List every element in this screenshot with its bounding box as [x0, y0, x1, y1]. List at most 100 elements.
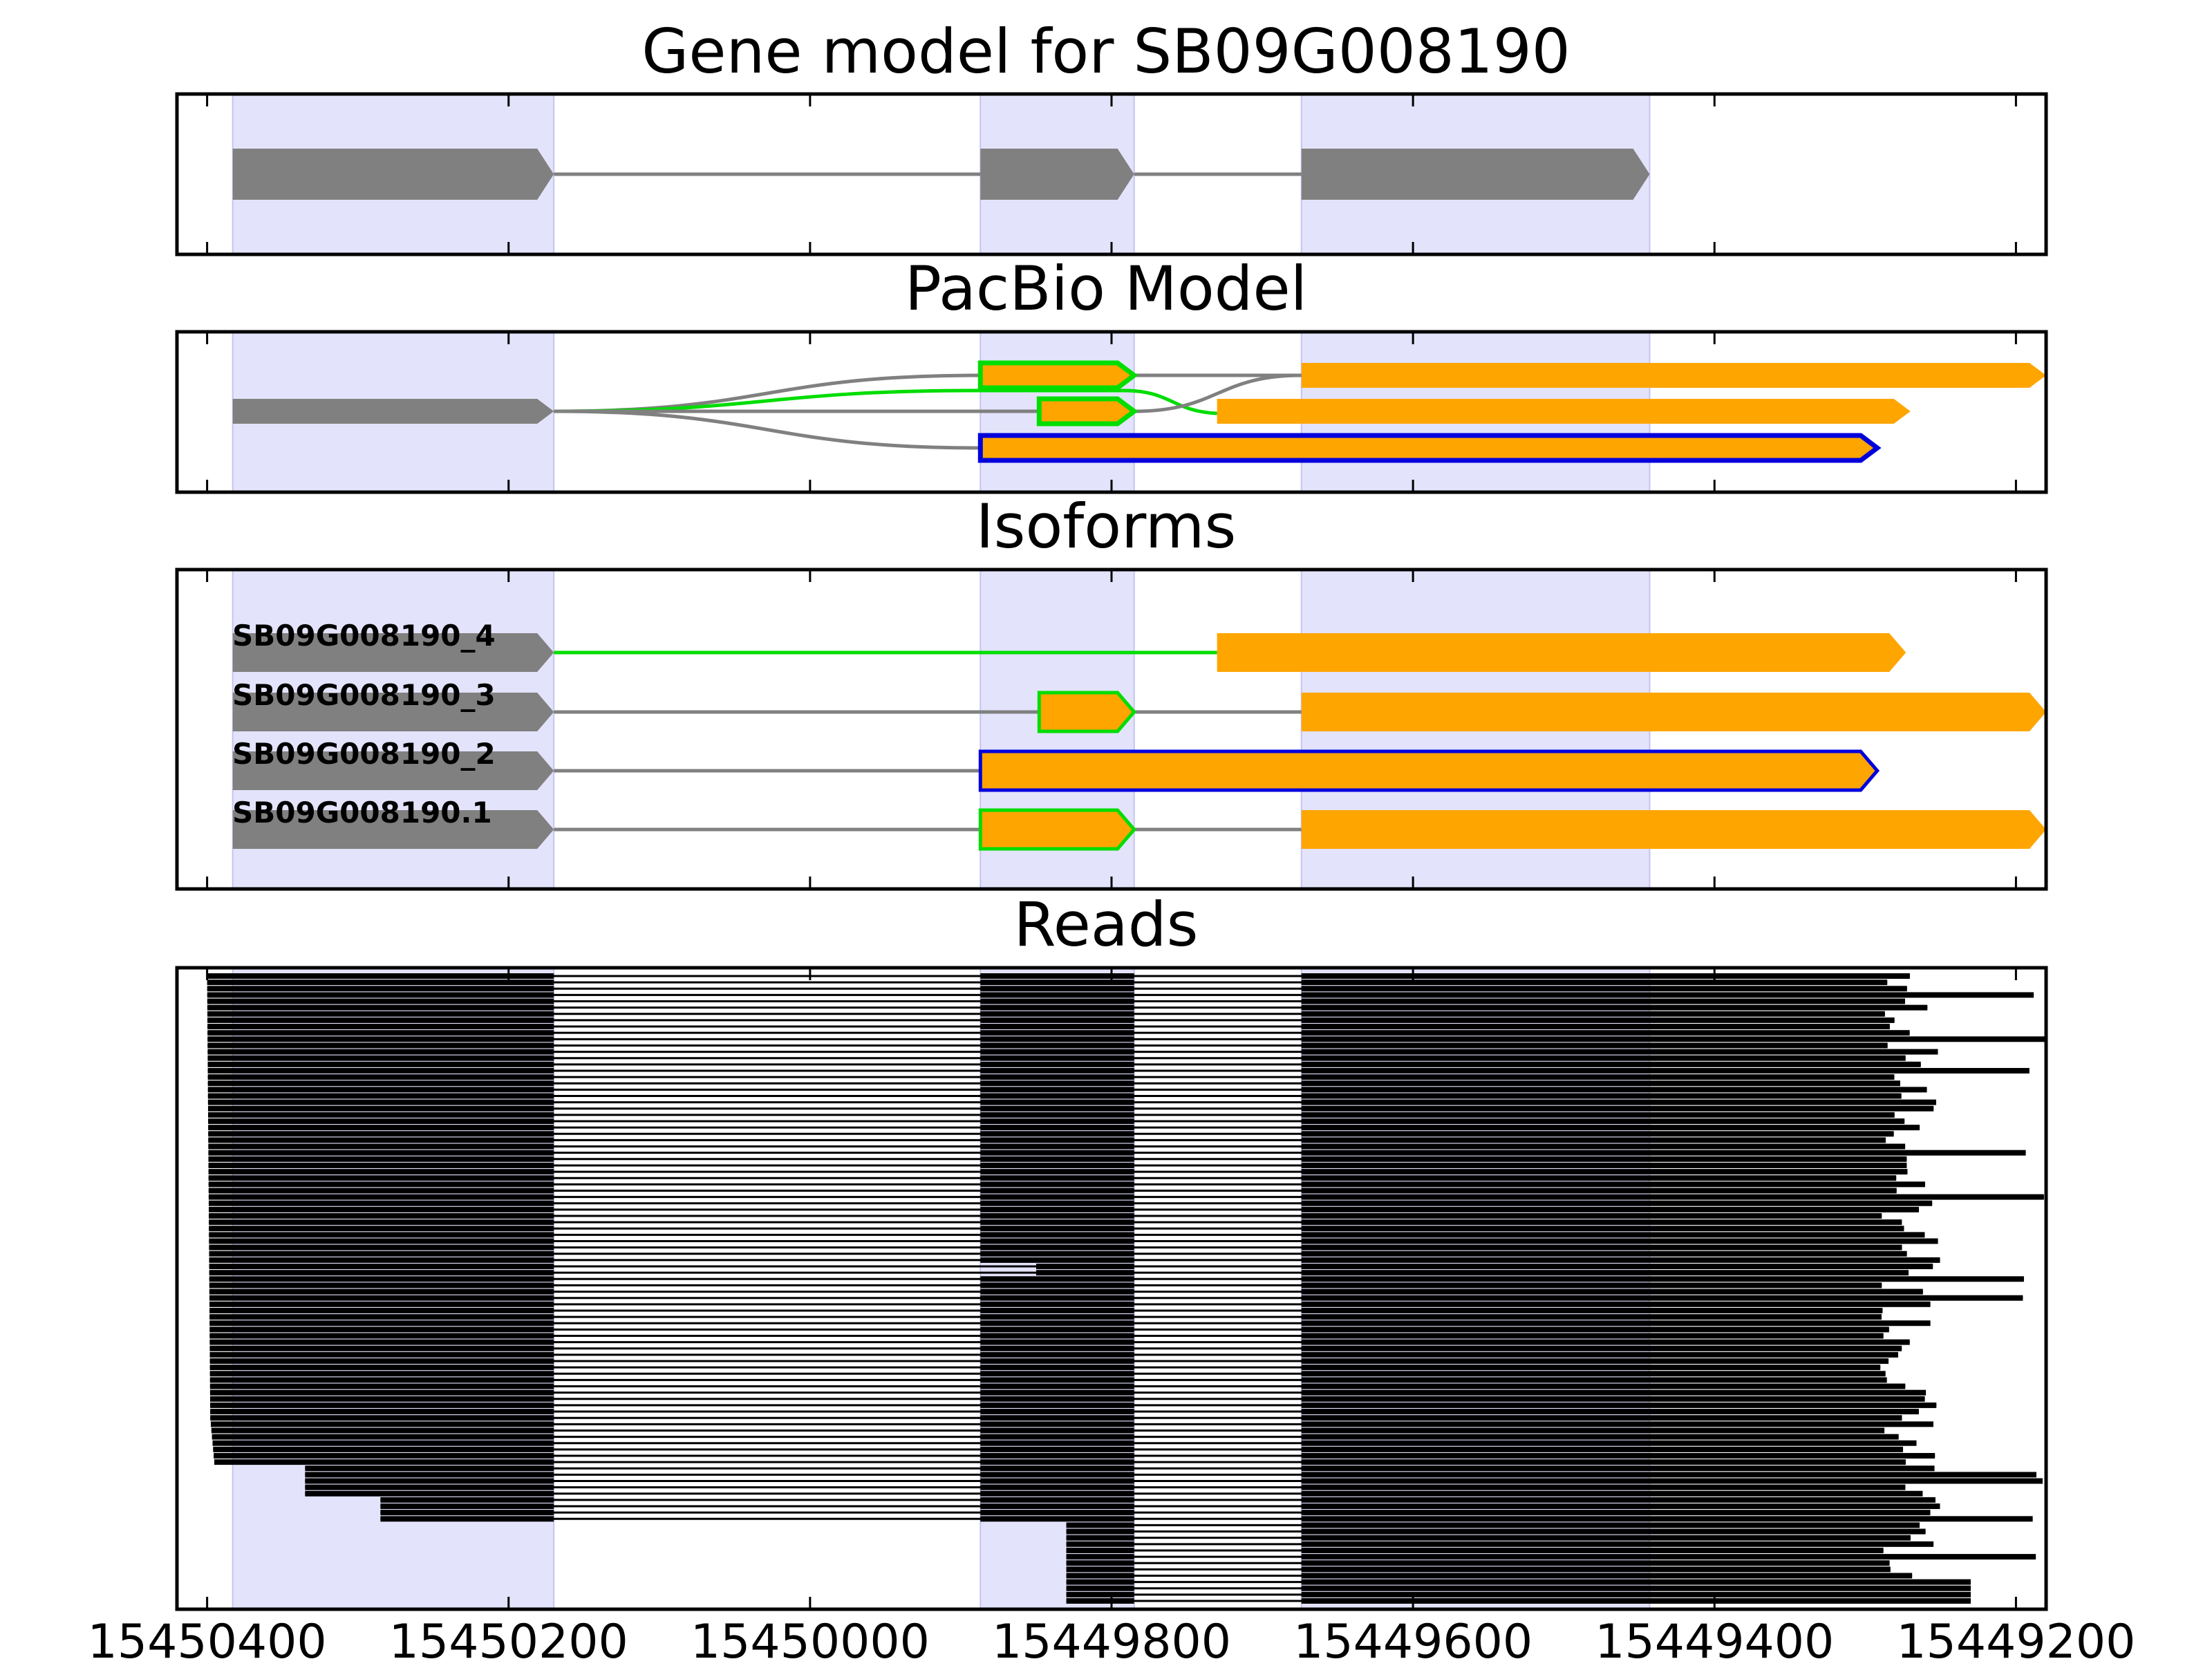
junction-path [979, 388, 1217, 415]
read [209, 1226, 1904, 1232]
read-block [207, 986, 554, 992]
pacbio-title: PacBio Model [905, 253, 1307, 324]
read-block [980, 1125, 1134, 1131]
read-block [305, 1478, 554, 1484]
read-block [207, 1093, 554, 1099]
read [1066, 1541, 1934, 1547]
read [214, 1459, 1906, 1465]
read [209, 1351, 1898, 1358]
read [212, 1440, 1917, 1446]
read-block [1301, 1055, 1906, 1061]
read-block [980, 1490, 1134, 1497]
read-block [1301, 1257, 1940, 1263]
read [207, 980, 1888, 986]
read-block [1301, 1484, 1906, 1490]
read [207, 1080, 1900, 1087]
read-block [980, 1042, 1134, 1049]
read [209, 1314, 1882, 1320]
isoforms-panel: SB09G008190_4 SB09G008190_3 SB09G008190_2 S… [175, 568, 2048, 891]
read-block [980, 1118, 1134, 1125]
read-block [980, 1282, 1134, 1288]
read-block [1301, 1427, 1885, 1434]
pacbio-model [232, 360, 2046, 463]
read-block [209, 1365, 554, 1371]
exon-block [1301, 149, 1650, 200]
read-block [1301, 1440, 1917, 1446]
read-block [207, 1030, 554, 1036]
read-block [1301, 1112, 1895, 1118]
read [210, 1415, 1902, 1421]
read-block [207, 1074, 554, 1080]
read-block [980, 1333, 1134, 1339]
read-block [1301, 1024, 1890, 1030]
read-block [980, 1105, 1134, 1112]
read-block [1301, 1194, 2044, 1200]
read [305, 1484, 1906, 1490]
read-block [980, 1409, 1134, 1415]
exon-block [232, 633, 554, 672]
read-block [1301, 1522, 1920, 1528]
read-block [980, 1327, 1134, 1333]
read-block [207, 973, 554, 979]
read-block [207, 1099, 554, 1105]
read-block [1066, 1598, 1134, 1604]
read [209, 1232, 1925, 1238]
read [209, 1270, 1909, 1276]
read-block [980, 1232, 1134, 1238]
read [212, 1434, 1899, 1440]
read-block [980, 1452, 1134, 1459]
read-block [980, 1175, 1134, 1181]
read-block [1301, 1295, 2023, 1301]
read [1066, 1598, 1971, 1604]
read [208, 1156, 1907, 1162]
read-block [210, 1409, 554, 1415]
x-tick-label: 15449400 [1595, 1615, 1834, 1659]
read-block [1066, 1573, 1134, 1579]
read [305, 1465, 1935, 1472]
read [209, 1389, 1927, 1396]
read-block [1301, 1042, 1888, 1049]
read-block [1301, 1143, 1906, 1150]
read-block [1301, 1490, 1923, 1497]
reads-ticks [206, 968, 2017, 1609]
read [208, 1143, 1906, 1150]
read-block [1301, 1351, 1898, 1358]
read-block [207, 1087, 554, 1093]
read-block [1301, 1585, 1971, 1591]
read-block [1301, 1226, 1904, 1232]
read [1066, 1554, 2036, 1560]
read-block [1301, 1238, 1938, 1244]
read-block [1301, 1276, 2024, 1282]
read [209, 1257, 1940, 1263]
read-block [208, 1194, 554, 1200]
read-block [1301, 1301, 1931, 1307]
read-block [980, 1004, 1134, 1011]
read-block [209, 1276, 554, 1282]
read-block [208, 1156, 554, 1162]
read-block [1301, 1365, 1881, 1371]
read-block [1301, 1099, 1936, 1105]
read-block [1301, 1011, 1885, 1017]
read [209, 1206, 1919, 1212]
read [209, 1307, 1883, 1313]
read-block [980, 1339, 1134, 1345]
read-block [1066, 1528, 1134, 1535]
read-block [1301, 973, 1910, 979]
read [207, 1024, 1890, 1030]
read-block [1301, 1200, 1933, 1206]
read-block [305, 1484, 554, 1490]
read [208, 1131, 1894, 1137]
x-tick-label: 15449800 [992, 1615, 1231, 1659]
read [1066, 1547, 1884, 1553]
read-block [1301, 1030, 1910, 1036]
read [209, 1295, 2023, 1301]
read [207, 1017, 1895, 1023]
read-block [980, 1194, 1134, 1200]
read-block [980, 1434, 1134, 1440]
read-block [1301, 1067, 2030, 1074]
read-block [209, 1295, 554, 1301]
read-block [980, 1510, 1134, 1516]
read-block [980, 1024, 1134, 1030]
read-block [1066, 1579, 1134, 1585]
read-block [980, 1169, 1134, 1175]
